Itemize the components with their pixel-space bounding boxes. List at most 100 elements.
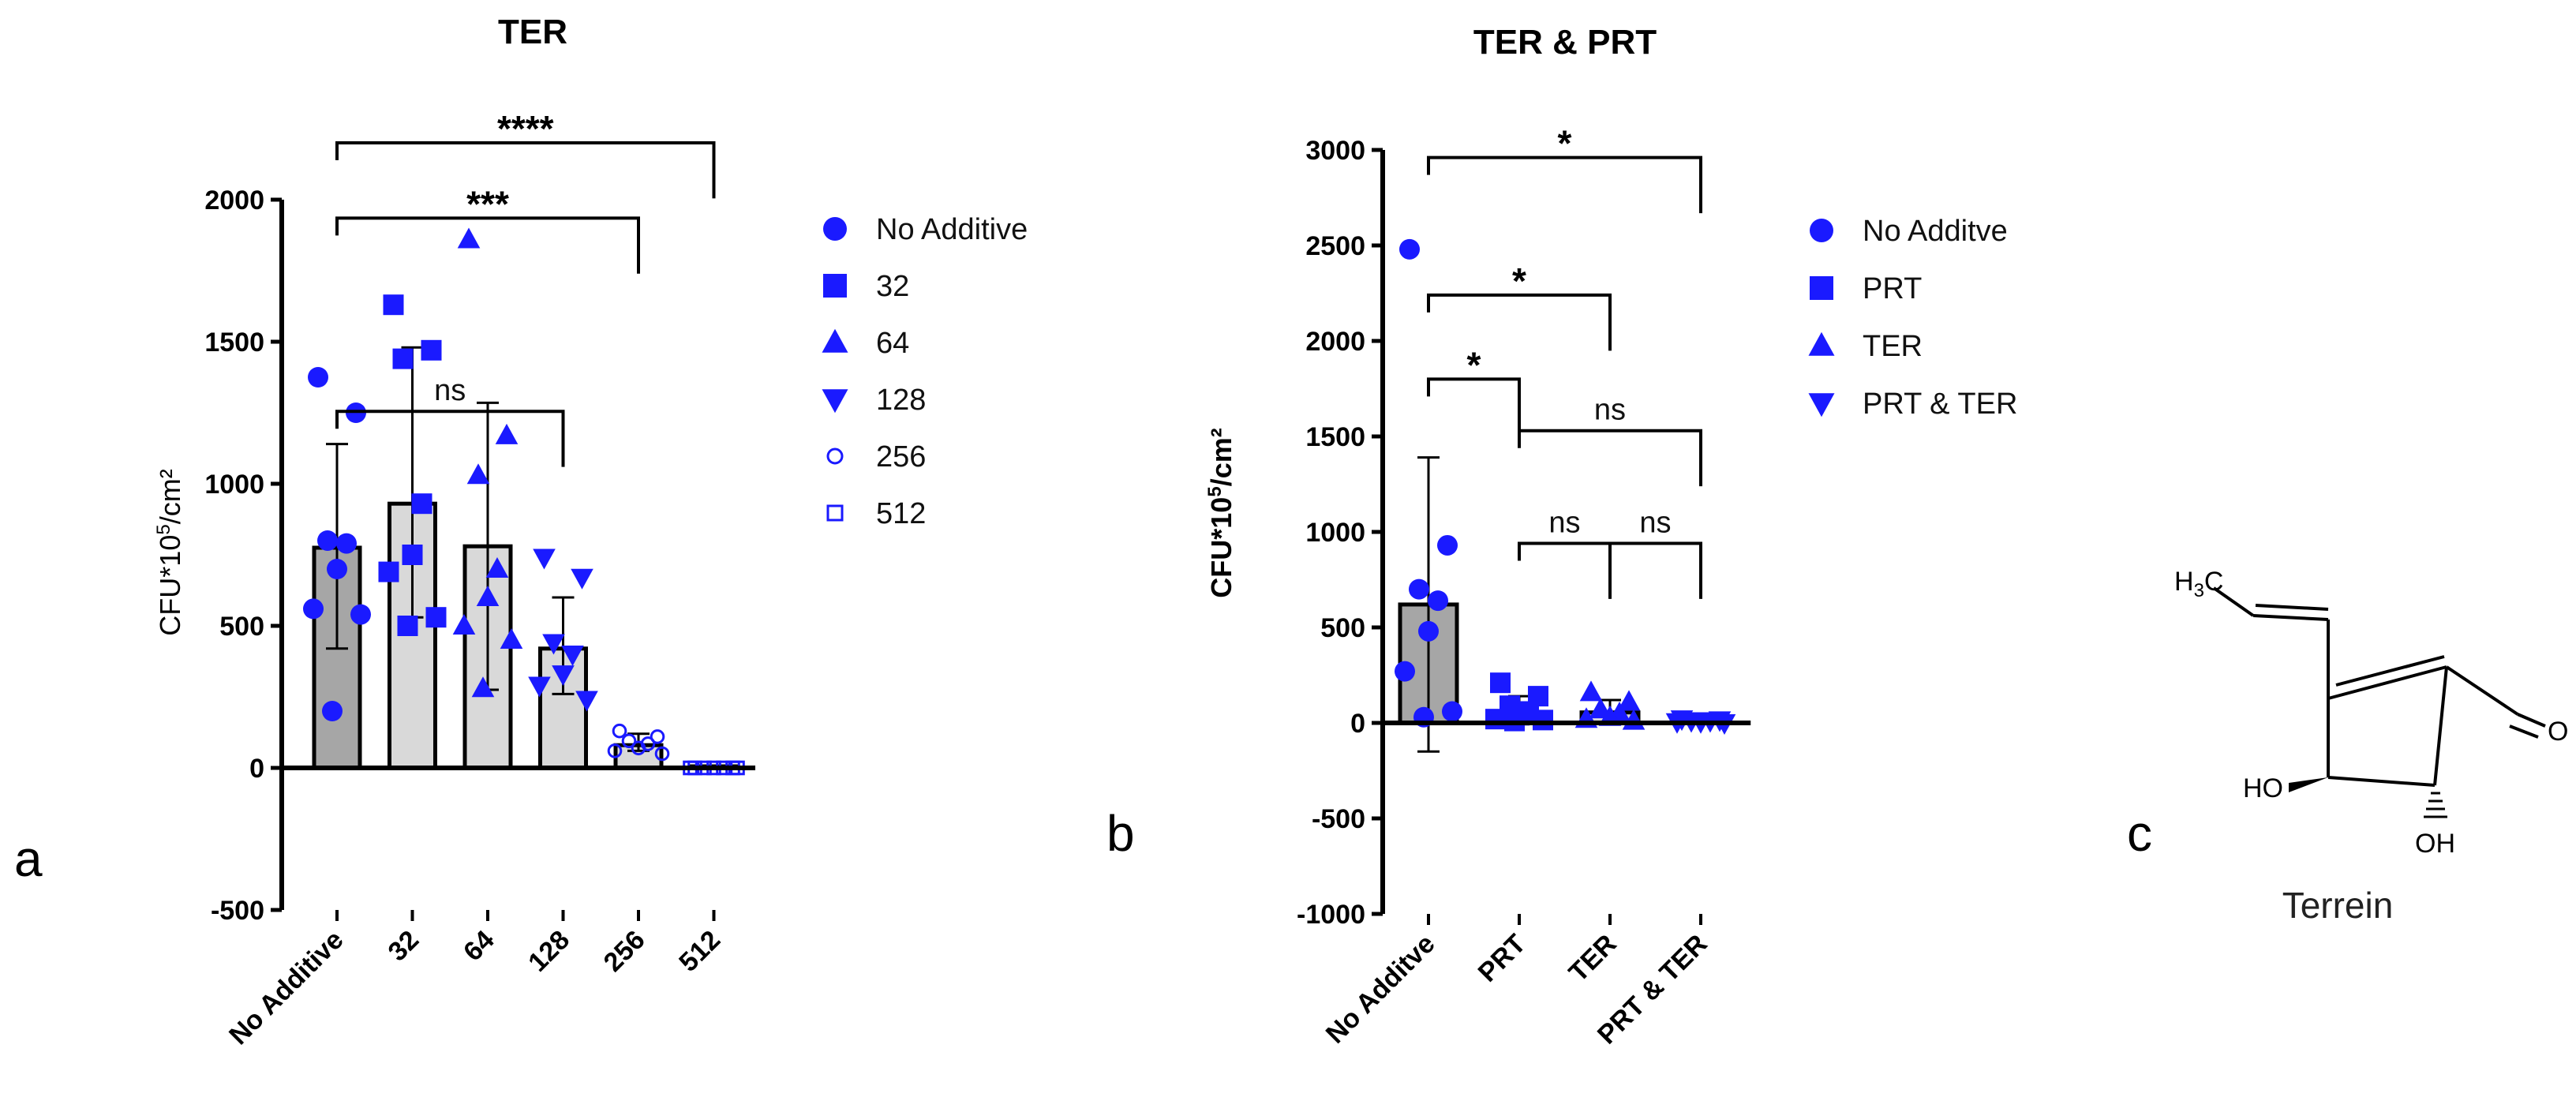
- data-point: [322, 701, 343, 721]
- methyl-label: H3C: [2174, 567, 2223, 601]
- data-point: [397, 616, 418, 636]
- legend-label: PRT: [1863, 272, 1922, 305]
- data-point: [528, 676, 551, 698]
- x-tick-label: 32: [383, 925, 425, 968]
- data-point: [495, 423, 519, 444]
- significance-label: ***: [466, 183, 509, 224]
- wedge-bond-ho: [2289, 777, 2328, 792]
- data-point: [411, 493, 432, 515]
- legend-marker: [823, 217, 847, 241]
- carbonyl-bond-single: [2445, 665, 2519, 716]
- panel-label-b: b: [1106, 805, 1135, 862]
- data-point: [542, 634, 565, 655]
- data-point: [327, 559, 347, 579]
- x-tick-label: 128: [522, 925, 575, 978]
- x-tick-label: PRT: [1473, 929, 1532, 988]
- data-point: [1428, 590, 1448, 612]
- carbonyl-double-bond: [2509, 724, 2539, 739]
- y-tick-label: 2500: [1305, 231, 1365, 261]
- data-point: [1617, 690, 1641, 711]
- x-tick-label: 64: [458, 925, 500, 968]
- data-point: [533, 548, 556, 570]
- data-point: [612, 723, 627, 739]
- y-tick-label: 500: [219, 612, 264, 642]
- data-point: [1409, 578, 1429, 600]
- legend-marker: [822, 328, 848, 353]
- legend-marker: [1810, 276, 1833, 300]
- ring-double-bond: [2335, 655, 2445, 687]
- significance-label: ns: [1639, 507, 1671, 540]
- side-chain-bond-2: [2252, 614, 2329, 621]
- significance-bracket: [1518, 541, 1612, 599]
- data-point: [457, 227, 481, 249]
- legend-marker: [823, 274, 847, 298]
- data-point: [1437, 534, 1458, 556]
- panel-label-a: a: [14, 830, 43, 887]
- ring-bond-c4-c5: [2327, 776, 2436, 787]
- significance-bracket: [1427, 293, 1612, 351]
- hashed-bond-oh: [2424, 792, 2447, 818]
- legend-label: TER: [1863, 330, 1923, 363]
- data-point: [654, 746, 670, 762]
- ring-bond-c2-c3: [2327, 665, 2447, 700]
- data-point: [552, 665, 575, 687]
- data-point: [631, 740, 646, 756]
- panel-b-title: TER & PRT: [1473, 23, 1657, 62]
- terrein-structure: H3C O HO OH Terrein: [2174, 567, 2568, 926]
- significance-bracket: [335, 216, 640, 274]
- legend-label: 32: [876, 270, 909, 303]
- y-tick-label: 1000: [204, 470, 264, 500]
- significance-bracket: [1608, 541, 1702, 599]
- data-point: [1533, 709, 1553, 731]
- data-point: [350, 604, 371, 625]
- y-tick-label: 500: [1320, 613, 1365, 643]
- legend-marker: [1808, 393, 1835, 417]
- y-tick-label: -1000: [1297, 900, 1365, 930]
- ring-bond-c3-c4: [2433, 666, 2448, 786]
- data-point: [402, 545, 423, 565]
- legend-label: PRT & TER: [1863, 388, 2017, 421]
- significance-label: *: [1558, 123, 1572, 164]
- legend-marker: [826, 447, 844, 465]
- legend-label: No Additve: [1863, 215, 2008, 248]
- significance-label: ns: [1594, 394, 1626, 427]
- panel-a-title: TER: [498, 13, 567, 51]
- panel-b-chart: TER & PRT CFU*105/cm² -1000 -500 0 500 1000 1…: [1204, 23, 2018, 1050]
- y-tick-label: -500: [1312, 804, 1365, 834]
- significance-bracket: [1427, 155, 1702, 214]
- data-point: [1485, 709, 1506, 730]
- data-point: [1395, 661, 1415, 682]
- x-tick-label: No Additve: [1320, 929, 1441, 1050]
- significance-label: *: [1467, 344, 1481, 385]
- data-point: [575, 691, 598, 712]
- compound-name: Terrein: [2282, 885, 2394, 926]
- data-point: [607, 743, 623, 758]
- data-point: [1579, 680, 1603, 702]
- y-tick-label: 2000: [204, 185, 264, 215]
- data-point: [1490, 672, 1511, 694]
- y-tick-label: 1500: [1305, 422, 1365, 452]
- data-point: [466, 463, 490, 485]
- x-tick-label: No Additive: [223, 925, 350, 1051]
- data-point: [383, 294, 404, 316]
- significance-label: *: [1512, 260, 1526, 301]
- data-point: [471, 676, 495, 698]
- data-point: [336, 533, 357, 554]
- y-tick-label: 1500: [204, 328, 264, 358]
- significance-label: ns: [1548, 507, 1580, 540]
- data-point: [621, 733, 637, 749]
- y-tick-label: 0: [1350, 709, 1365, 739]
- panel-label-c: c: [2127, 805, 2152, 862]
- legend-label: 64: [876, 327, 909, 360]
- significance-bracket: [335, 410, 565, 467]
- carbonyl-bond: [2517, 713, 2546, 728]
- data-point: [500, 628, 523, 650]
- data-point: [317, 530, 338, 551]
- data-point: [378, 561, 399, 582]
- methyl-bond: [2212, 586, 2255, 617]
- x-tick-label: TER: [1563, 929, 1623, 988]
- data-point: [308, 367, 328, 388]
- data-point: [452, 614, 476, 635]
- panel-b-y-axis-label: CFU*105/cm²: [1204, 428, 1238, 597]
